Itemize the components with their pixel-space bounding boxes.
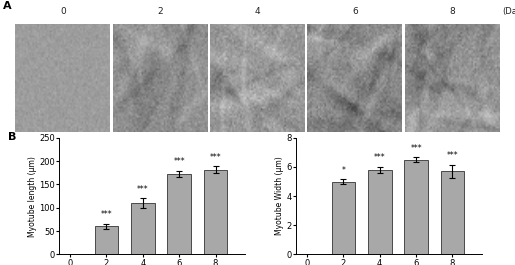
Text: ***: ***: [410, 144, 422, 153]
Text: 8: 8: [449, 7, 455, 16]
Text: ***: ***: [210, 153, 221, 162]
Text: A: A: [3, 1, 11, 11]
Bar: [368, 170, 391, 254]
Text: ***: ***: [374, 153, 386, 162]
Text: ***: ***: [137, 185, 149, 194]
Bar: [332, 182, 355, 254]
Text: 2: 2: [158, 7, 163, 16]
Text: ***: ***: [100, 210, 112, 219]
Text: ***: ***: [447, 151, 458, 160]
Bar: [441, 171, 464, 254]
Text: *: *: [341, 166, 346, 175]
Text: 0: 0: [60, 7, 66, 16]
Bar: [404, 160, 428, 254]
Bar: [131, 203, 154, 254]
Y-axis label: Myotube length (μm): Myotube length (μm): [27, 156, 37, 237]
Bar: [95, 226, 118, 254]
Text: (Day): (Day): [502, 7, 515, 16]
Text: 6: 6: [352, 7, 358, 16]
Text: B: B: [8, 132, 16, 143]
Y-axis label: Myotube Width (μm): Myotube Width (μm): [275, 157, 284, 236]
Text: ***: ***: [174, 157, 185, 166]
Text: 4: 4: [255, 7, 260, 16]
Bar: [167, 174, 191, 254]
Bar: [204, 170, 227, 254]
